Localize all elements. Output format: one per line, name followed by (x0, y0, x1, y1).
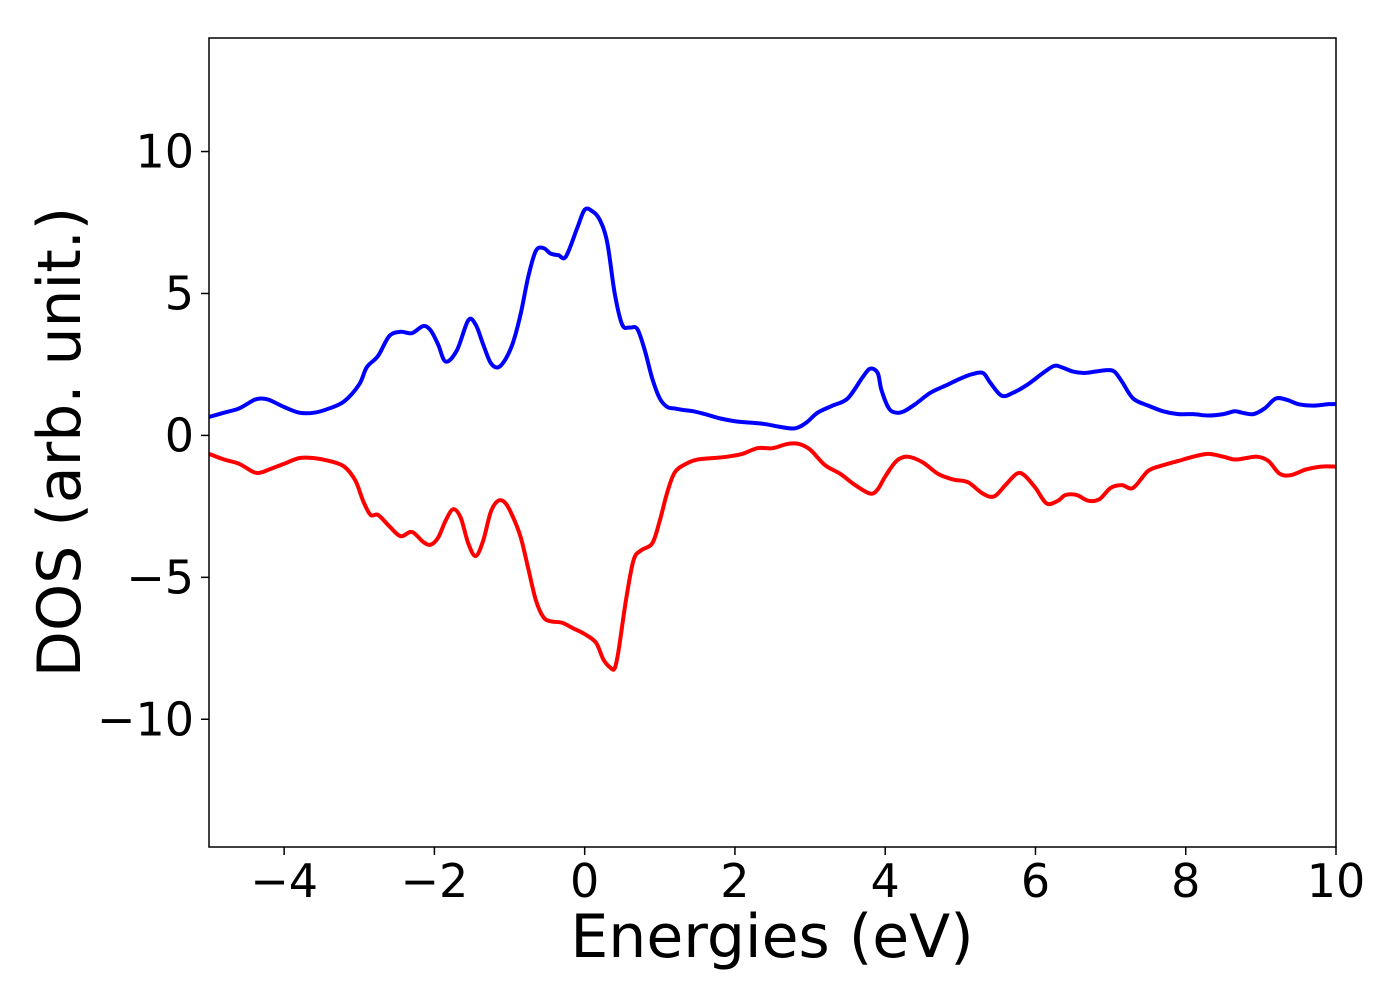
series-line-1 (209, 206, 1336, 431)
y-axis: −10 −5 0 5 10 (97, 125, 209, 746)
x-tick-label: 0 (570, 854, 599, 908)
series-line-2 (209, 441, 1336, 672)
y-tick-label: 0 (165, 408, 194, 462)
series-layer (209, 206, 1336, 672)
x-tick-label: 10 (1307, 854, 1366, 908)
y-tick-label: −5 (126, 550, 194, 604)
y-tick-label: −10 (97, 692, 194, 746)
x-tick-label: 4 (871, 854, 900, 908)
plot-frame (208, 37, 1337, 848)
x-tick-label: 6 (1021, 854, 1050, 908)
y-tick-label: 10 (135, 125, 194, 179)
y-tick-label: 5 (165, 266, 194, 320)
x-tick-label: 2 (720, 854, 749, 908)
x-axis: −4 −2 0 2 4 6 8 10 (250, 847, 1365, 908)
x-axis-label: Energies (eV) (570, 902, 973, 972)
x-tick-label: −4 (250, 854, 318, 908)
y-axis-label: DOS (arb. unit.) (25, 207, 95, 677)
x-tick-label: 8 (1171, 854, 1200, 908)
x-tick-label: −2 (400, 854, 468, 908)
